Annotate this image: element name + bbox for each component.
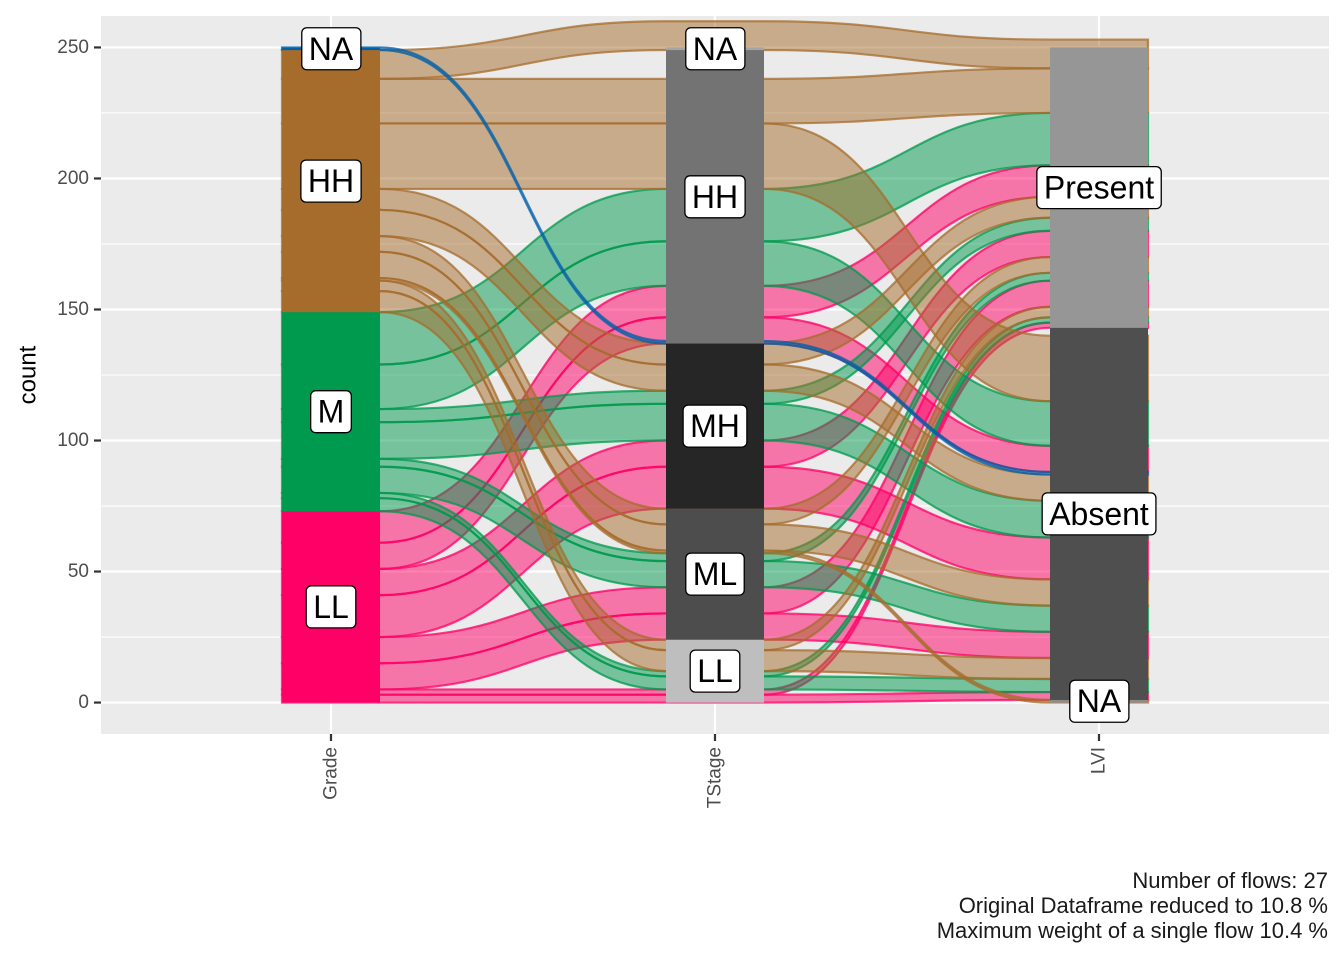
stratum-label-grade-ll: LL: [305, 585, 357, 629]
y-tick-label: 50: [68, 561, 89, 582]
stratum-label-text: HH: [692, 179, 738, 215]
caption-line-flows: Number of flows: 27: [1132, 868, 1328, 893]
stratum-label-tstage-hh: HH: [684, 175, 746, 219]
stratum-label-lvi-absent: Absent: [1041, 492, 1157, 536]
caption-line-max-weight: Maximum weight of a single flow 10.4 %: [936, 918, 1328, 943]
stratum-label-lvi-present: Present: [1036, 165, 1162, 210]
stratum-label-text: MH: [690, 408, 740, 444]
stratum-label-box: [685, 552, 745, 596]
stratum-label-layer: LL M HH NA LL ML MH HH NA NA Absent Present: [300, 27, 1162, 723]
stratum-label-box: [301, 27, 362, 71]
stratum-label-box: [684, 175, 746, 219]
y-tick-label: 200: [57, 168, 89, 189]
caption-line-reduction: Original Dataframe reduced to 10.8 %: [958, 893, 1328, 918]
stratum-label-text: LL: [313, 589, 349, 625]
stratum-label-text: Absent: [1049, 496, 1149, 532]
chart-caption: Number of flows: 27 Original Dataframe r…: [937, 868, 1328, 943]
stratum-label-text: M: [318, 394, 345, 430]
stratum-label-box: [1069, 679, 1130, 723]
y-tick-label: 0: [78, 692, 89, 713]
stratum-label-text: Present: [1044, 170, 1154, 206]
stratum-label-grade-na: NA: [301, 27, 362, 71]
stratum-label-tstage-ml: ML: [685, 552, 745, 596]
stratum-label-text: LL: [697, 653, 733, 689]
stratum-label-box: [305, 585, 357, 629]
stratum-label-tstage-na: NA: [685, 27, 746, 71]
stratum-label-tstage-ll: LL: [689, 649, 741, 693]
stratum-label-text: ML: [693, 556, 737, 592]
stratum-label-grade-hh: HH: [300, 159, 362, 203]
stratum-label-text: NA: [693, 31, 738, 67]
x-tick-label-tstage: TStage: [705, 747, 726, 808]
stratum-label-box: [310, 390, 352, 434]
stratum-label-text: NA: [309, 31, 354, 67]
y-tick-label: 150: [57, 299, 89, 320]
stratum-label-box: [300, 159, 362, 203]
stratum-label-box: [1041, 492, 1157, 536]
stratum-label-text: NA: [1077, 683, 1122, 719]
x-tick-label-grade: Grade: [321, 747, 342, 800]
x-tick-label-lvi: LVI: [1089, 747, 1110, 774]
stratum-label-grade-m: M: [310, 390, 352, 434]
y-tick-label: 250: [57, 37, 89, 58]
stratum-label-box: [689, 649, 741, 693]
stratum-label-lvi-na: NA: [1069, 679, 1130, 723]
stratum-label-tstage-mh: MH: [682, 404, 748, 448]
y-tick-label: 100: [57, 430, 89, 451]
axes-layer: 0 50 100 150 200 250 Grade TStage LVI count: [15, 37, 1110, 808]
y-axis-title: count: [15, 345, 42, 404]
stratum-label-box: [682, 404, 748, 448]
stratum-label-text: HH: [308, 163, 354, 199]
stratum-label-box: [1036, 165, 1162, 210]
stratum-label-box: [685, 27, 746, 71]
